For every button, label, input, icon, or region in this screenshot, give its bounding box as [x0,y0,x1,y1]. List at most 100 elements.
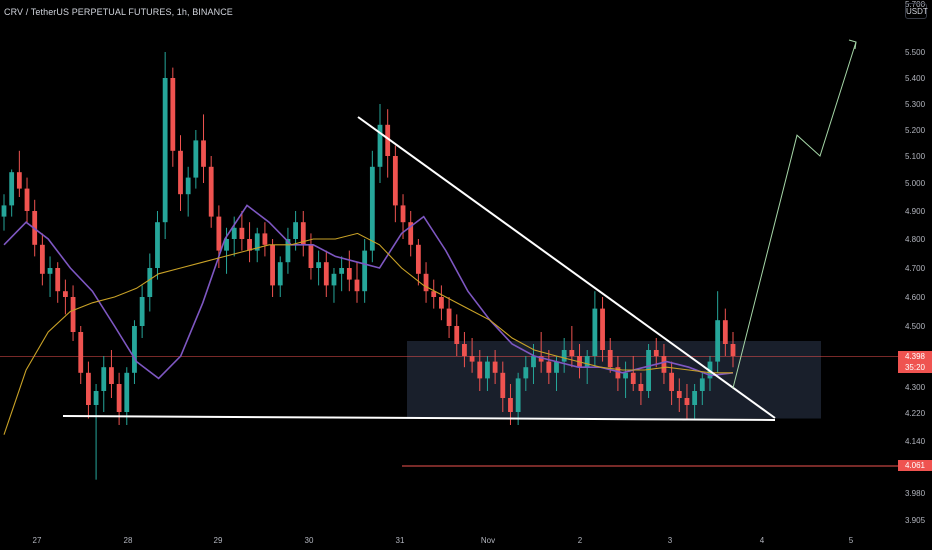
candle-body [508,398,513,412]
candle-body [62,291,68,297]
candle-body [24,188,30,211]
candle-body [39,244,45,274]
candle-body [339,268,345,274]
candle-body [377,124,383,167]
candle-body [485,361,490,379]
price-axis[interactable]: 5.700 5.500 5.400 5.300 5.200 5.100 5.000 4.900… [905,0,926,525]
candle-body [155,222,160,268]
candle-body [730,344,736,356]
candle-body [653,350,659,356]
candle-body [346,268,352,280]
moving-averages-layer [3,204,734,435]
candle-body [47,268,53,274]
candles-layer [1,52,736,480]
candle-body [1,205,7,217]
y-tick-label: 4.600 [905,293,926,302]
y-tick-label: 5.100 [905,152,926,161]
candle-body [561,350,567,362]
candle-body [316,262,322,268]
candle-body [323,262,329,286]
candle-body [446,308,452,326]
candle-body [615,367,621,379]
trendlines-layer [62,39,857,421]
y-tick-label: 5.500 [905,48,926,57]
candle-body [554,361,559,373]
candle-body [116,384,122,412]
candle-body [469,356,475,362]
chart-title: CRV / TetherUS PERPETUAL FUTURES, 1h, BI… [4,7,233,17]
candle-body [293,222,298,239]
candle-body [124,372,130,412]
x-tick-label: 31 [396,536,405,545]
y-tick-label: 4.300 [905,383,926,392]
x-tick-label: 5 [849,536,854,545]
candle-body [492,361,498,373]
candle-body [454,326,460,344]
y-tick-label: 4.140 [905,437,926,446]
x-tick-label: 27 [33,536,42,545]
candle-body [531,356,536,368]
candle-body [600,308,605,350]
candle-body [722,320,728,344]
descending-trendline [357,116,776,419]
candle-body [70,297,76,332]
y-tick-label: 5.000 [905,179,926,188]
y-tick-label: 3.905 [905,516,926,525]
candle-body [270,244,275,286]
y-tick-label: 4.900 [905,207,926,216]
candle-body [362,250,368,292]
candle-body [185,177,191,195]
candle-body [9,172,15,206]
currency-button[interactable]: USDT [905,3,928,19]
y-tick-label: 5.300 [905,100,926,109]
candle-body [423,273,429,292]
candle-body [715,320,721,362]
candle-body [208,166,214,217]
x-tick-label: Nov [481,536,495,545]
candle-body [300,222,306,245]
candle-body [224,239,229,251]
consolidation-zone-layer [407,341,821,419]
candle-body [354,279,360,292]
y-tick-label: 5.700 [905,0,926,9]
candle-body [331,273,337,286]
candle-body [247,239,252,251]
candle-body [546,361,552,373]
last-price-tag: 4.398 [898,350,932,362]
projection-arrowhead [848,39,857,50]
candle-body [623,372,628,379]
candle-body [147,268,153,297]
horizontal-levels-layer [0,356,898,467]
projection-path [732,41,857,389]
candle-body [462,344,467,356]
candle-body [109,367,114,384]
candle-body [699,378,705,391]
candle-body [607,350,613,368]
candle-body [231,227,237,239]
candle-body [415,244,421,274]
candle-body [515,378,521,412]
candle-body [523,367,529,379]
candle-body [132,326,137,373]
candle-body [661,356,667,373]
candle-body [676,391,682,398]
y-tick-label: 5.400 [905,74,926,83]
candle-body [630,372,636,384]
candle-body [684,398,690,405]
time-axis[interactable]: 27 28 29 30 31 Nov 2 3 4 5 [33,536,854,545]
candle-body [692,391,698,405]
candle-body [139,297,145,326]
candle-body [569,350,575,356]
horizontal-support-trendline [62,415,776,421]
candle-body [162,78,168,223]
consolidation-zone [407,341,821,419]
candle-body [392,156,398,206]
candle-body [584,356,590,368]
candle-body [638,384,644,391]
y-tick-label: 5.200 [905,126,926,135]
candle-body [262,233,268,245]
candle-body [55,268,61,292]
candle-body [201,140,206,167]
x-tick-label: 29 [214,536,223,545]
